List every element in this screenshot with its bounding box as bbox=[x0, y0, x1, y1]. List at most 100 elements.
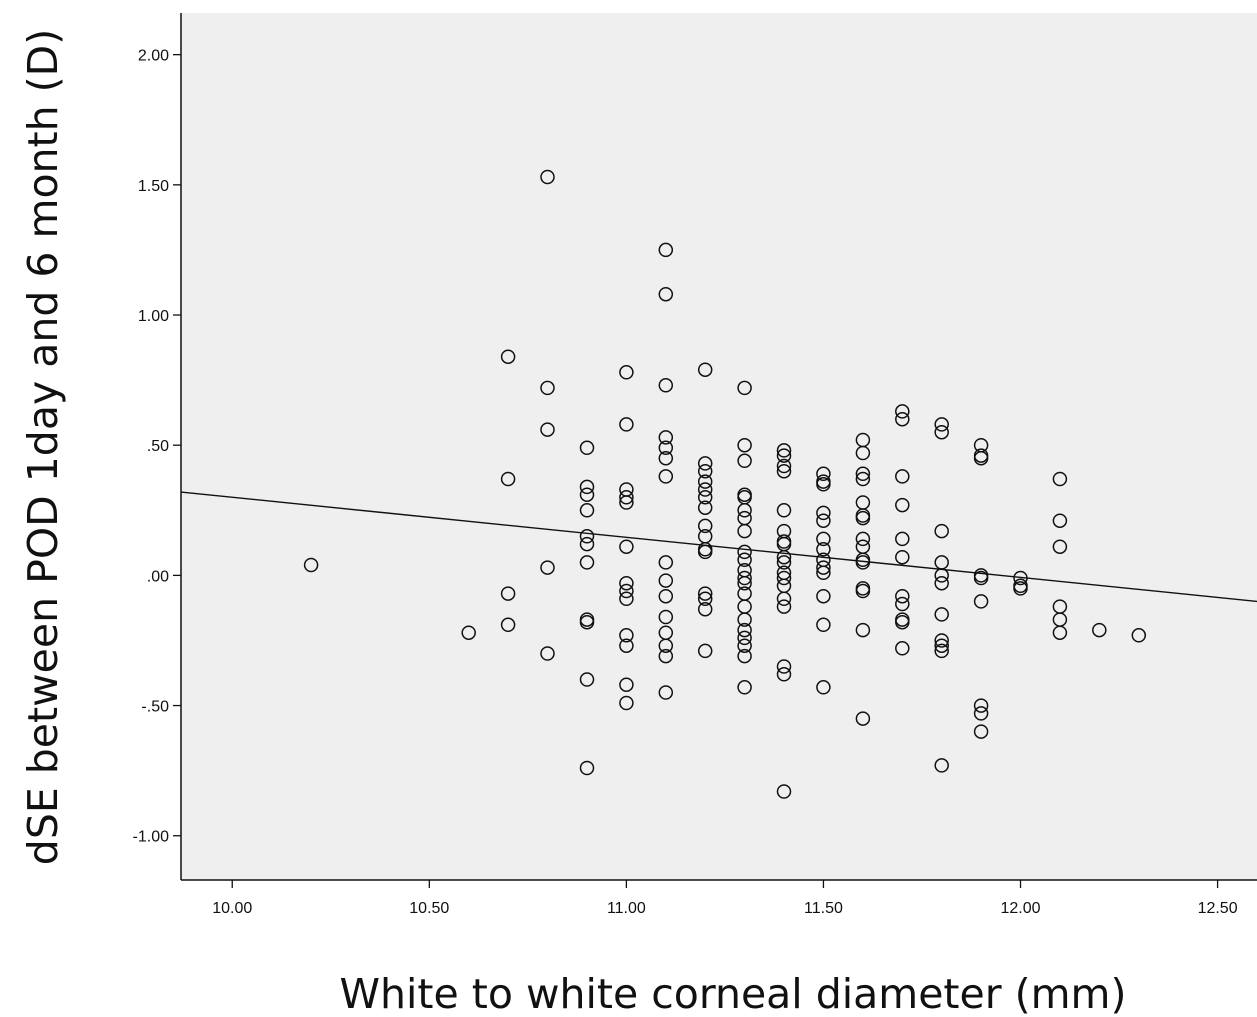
data-point bbox=[619, 417, 634, 432]
y-axis-ticks: 2.00 1.50 1.00 .50 .00 -.50 -1.00 bbox=[133, 48, 181, 846]
data-point bbox=[737, 575, 752, 591]
data-point bbox=[619, 539, 634, 554]
data-point bbox=[934, 424, 949, 440]
data-point bbox=[895, 531, 910, 547]
data-point bbox=[855, 466, 871, 482]
data-point bbox=[934, 575, 949, 591]
data-point bbox=[1052, 625, 1068, 640]
data-point bbox=[697, 586, 713, 601]
data-point bbox=[776, 443, 792, 458]
data-point bbox=[500, 349, 516, 364]
data-point bbox=[776, 549, 792, 565]
data-point bbox=[776, 659, 792, 674]
data-point bbox=[895, 614, 910, 630]
data-point bbox=[737, 638, 752, 653]
data-point bbox=[737, 612, 752, 627]
data-point bbox=[973, 450, 989, 466]
data-point bbox=[855, 583, 871, 599]
data-point bbox=[973, 706, 989, 721]
data-points bbox=[303, 169, 1147, 799]
data-point bbox=[697, 518, 713, 534]
data-point bbox=[934, 523, 949, 539]
data-point bbox=[776, 570, 792, 586]
data-point bbox=[895, 588, 910, 604]
data-point bbox=[697, 601, 713, 617]
data-point bbox=[619, 591, 634, 607]
data-point bbox=[697, 482, 713, 497]
data-point bbox=[737, 570, 752, 586]
data-point bbox=[895, 549, 910, 565]
y-tick-label: -1.00 bbox=[133, 829, 170, 846]
data-point bbox=[816, 531, 831, 547]
data-point bbox=[816, 565, 831, 581]
data-point bbox=[697, 544, 713, 560]
data-point bbox=[579, 672, 595, 687]
data-point bbox=[776, 503, 792, 518]
data-point bbox=[1052, 539, 1068, 554]
data-point bbox=[737, 503, 752, 518]
data-point bbox=[934, 633, 949, 648]
data-point bbox=[540, 422, 555, 437]
data-point bbox=[619, 495, 634, 510]
data-point bbox=[658, 440, 674, 456]
data-point bbox=[540, 646, 555, 661]
data-point bbox=[1052, 471, 1068, 487]
data-point bbox=[579, 536, 595, 552]
data-point bbox=[658, 638, 674, 653]
fit-line-layer bbox=[180, 491, 1257, 603]
data-point bbox=[303, 557, 319, 573]
data-point bbox=[776, 784, 792, 799]
y-tick-label: -.50 bbox=[141, 699, 169, 716]
data-point bbox=[579, 529, 595, 544]
data-point bbox=[816, 560, 831, 575]
data-point bbox=[737, 523, 752, 539]
data-point bbox=[855, 445, 871, 461]
data-point bbox=[658, 648, 674, 664]
x-tick-label: 11.50 bbox=[804, 900, 843, 917]
data-point bbox=[973, 594, 989, 609]
data-point bbox=[776, 591, 792, 607]
x-tick-label: 10.50 bbox=[409, 900, 449, 917]
data-point bbox=[855, 471, 871, 487]
data-point bbox=[816, 466, 831, 482]
data-point bbox=[895, 411, 910, 427]
data-point bbox=[658, 469, 674, 484]
data-point bbox=[1131, 628, 1147, 643]
data-point bbox=[776, 599, 792, 614]
data-point bbox=[934, 607, 949, 622]
data-point bbox=[619, 695, 634, 711]
data-point bbox=[855, 555, 871, 570]
data-point bbox=[816, 513, 831, 528]
x-tick-label: 12.50 bbox=[1198, 900, 1238, 917]
data-point bbox=[619, 365, 634, 380]
data-point bbox=[1013, 581, 1028, 596]
data-point bbox=[658, 430, 674, 445]
data-point bbox=[855, 622, 871, 638]
y-tick-label: 1.50 bbox=[138, 178, 169, 195]
data-point bbox=[737, 648, 752, 664]
data-point bbox=[658, 450, 674, 466]
data-point bbox=[737, 680, 752, 695]
data-point bbox=[619, 490, 634, 505]
data-point bbox=[776, 667, 792, 682]
data-point bbox=[855, 510, 871, 526]
data-point bbox=[500, 471, 516, 487]
data-point bbox=[658, 588, 674, 604]
data-point bbox=[697, 591, 713, 607]
data-point bbox=[737, 552, 752, 568]
data-point bbox=[776, 463, 792, 479]
data-point bbox=[1092, 622, 1107, 638]
data-point bbox=[855, 531, 871, 547]
data-point bbox=[816, 505, 831, 521]
data-point bbox=[579, 487, 595, 502]
data-point bbox=[579, 555, 595, 570]
data-point bbox=[579, 479, 595, 495]
data-point bbox=[658, 685, 674, 700]
data-point bbox=[579, 614, 595, 630]
data-point bbox=[855, 711, 871, 726]
data-point bbox=[973, 724, 989, 739]
plot-area bbox=[181, 13, 1257, 880]
data-point bbox=[500, 586, 516, 601]
x-axis-ticks: 10.00 10.50 11.00 11.50 12.00 12.50 bbox=[212, 880, 1238, 917]
data-point bbox=[697, 362, 713, 377]
